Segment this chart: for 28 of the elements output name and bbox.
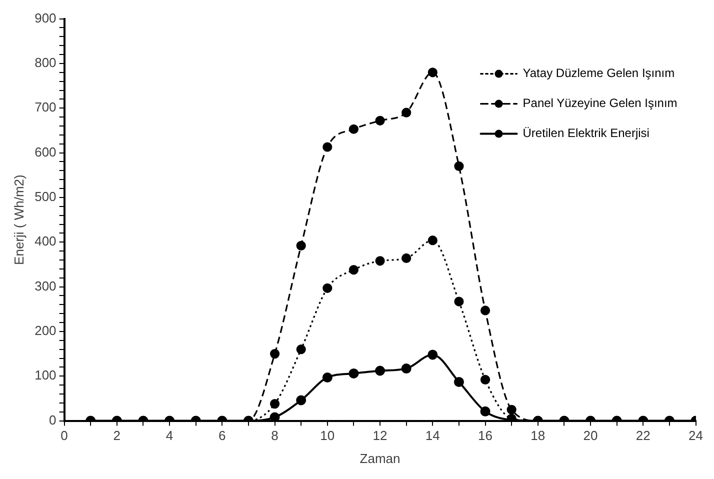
legend-label: Üretilen Elektrik Enerjisi <box>522 126 650 140</box>
x-tick-label: 24 <box>688 428 704 444</box>
y-tick-label: 100 <box>34 368 56 383</box>
y-tick-label: 200 <box>34 323 56 338</box>
x-tick-label: 4 <box>166 428 174 444</box>
x-tick-label: 14 <box>425 428 440 444</box>
x-tick-label: 0 <box>60 428 68 444</box>
y-tick-label: 0 <box>49 412 56 428</box>
y-tick-label: 800 <box>34 55 56 70</box>
x-tick-label: 8 <box>271 428 278 444</box>
x-tick-label: 16 <box>478 428 493 444</box>
y-axis-title: Enerji ( Wh/m2) <box>11 174 26 265</box>
x-tick-label: 18 <box>530 428 546 444</box>
legend-label: Yatay Düzleme Gelen Işınım <box>522 66 675 80</box>
x-tick-label: 22 <box>636 428 650 444</box>
x-tick-label: 20 <box>583 428 598 444</box>
x-tick-label: 10 <box>320 428 335 444</box>
x-tick-label: 2 <box>113 428 121 444</box>
y-tick-label: 400 <box>34 234 56 249</box>
y-tick-label: 700 <box>34 100 56 115</box>
y-tick-label: 300 <box>34 278 56 294</box>
y-tick-label: 900 <box>34 10 56 26</box>
x-tick-label: 6 <box>218 428 226 444</box>
x-axis-title: Zaman <box>360 450 400 466</box>
y-tick-label: 500 <box>34 189 56 204</box>
x-tick-label: 12 <box>372 428 388 444</box>
y-tick-label: 600 <box>34 144 56 160</box>
legend-label: Panel Yüzeyine Gelen Işınım <box>522 96 678 110</box>
